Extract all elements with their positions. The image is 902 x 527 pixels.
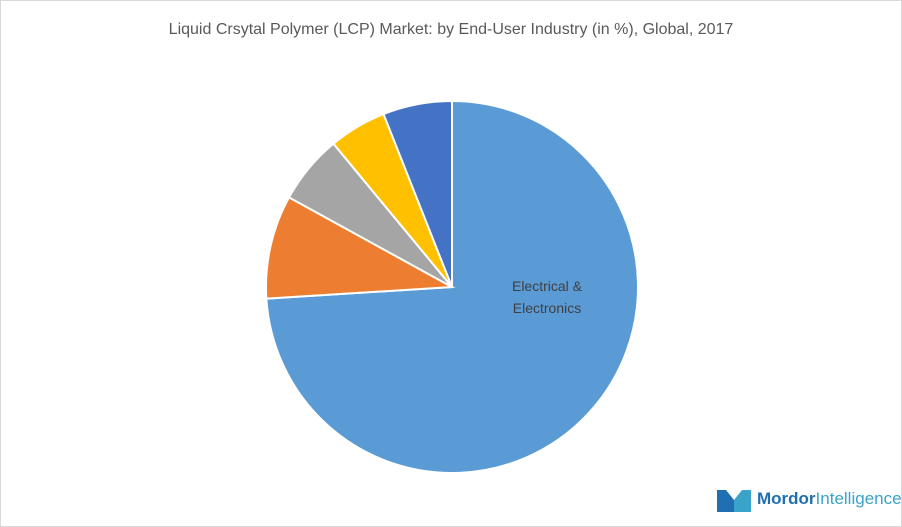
logo-suffix: Intelligence [815, 489, 902, 508]
slice-label: Electrical & Electronics [511, 278, 583, 316]
logo-icon [717, 490, 751, 512]
pie-slice [382, 99, 453, 288]
pie-slice [265, 196, 456, 300]
logo-brand: Mordor [757, 489, 816, 508]
logo: Mordor Intelligence [717, 486, 902, 512]
chart-title: Liquid Crsytal Polymer (LCP) Market: by … [168, 21, 734, 38]
